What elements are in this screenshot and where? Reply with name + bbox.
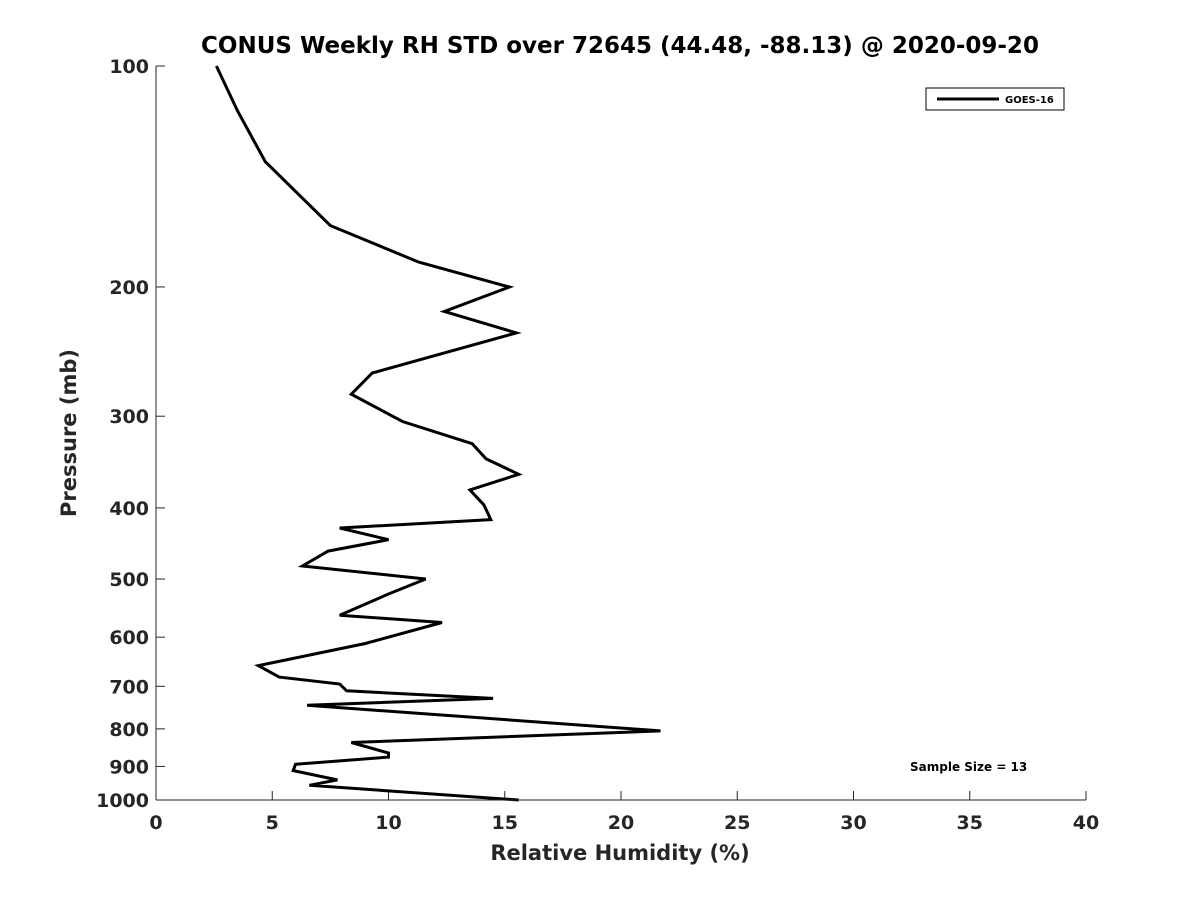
x-tick-label: 10 (375, 812, 401, 834)
x-tick-label: 40 (1073, 812, 1099, 834)
x-tick-label: 35 (957, 812, 983, 834)
y-tick-label: 900 (109, 756, 149, 778)
chart-title: CONUS Weekly RH STD over 72645 (44.48, -… (201, 33, 1039, 59)
x-tick-label: 5 (266, 812, 279, 834)
x-tick-label: 25 (724, 812, 750, 834)
sample-size-annotation: Sample Size = 13 (910, 760, 1027, 774)
y-tick-label: 500 (109, 569, 149, 591)
y-tick-label: 600 (109, 627, 149, 649)
y-tick-label: 1000 (96, 790, 149, 812)
y-axis-ticks: 100 200 300 400 500 600 700 800 900 1000 (96, 56, 165, 812)
x-tick-label: 20 (608, 812, 634, 834)
series-line-goes-16 (215, 65, 661, 802)
x-axis-label: Relative Humidity (%) (490, 841, 749, 865)
x-tick-label: 30 (840, 812, 866, 834)
y-axis-label: Pressure (mb) (57, 349, 81, 517)
y-tick-label: 300 (109, 406, 149, 428)
x-axis-ticks: 0 5 10 15 20 25 30 35 40 (149, 791, 1099, 834)
legend: GOES-16 (925, 87, 1065, 111)
y-tick-label: 400 (109, 498, 149, 520)
y-tick-label: 800 (109, 719, 149, 741)
x-tick-label: 15 (492, 812, 518, 834)
y-tick-label: 200 (109, 277, 149, 299)
x-tick-label: 0 (149, 812, 162, 834)
y-tick-label: 700 (109, 676, 149, 698)
y-tick-label: 100 (109, 56, 149, 78)
legend-label-goes-16: GOES-16 (1005, 95, 1054, 106)
